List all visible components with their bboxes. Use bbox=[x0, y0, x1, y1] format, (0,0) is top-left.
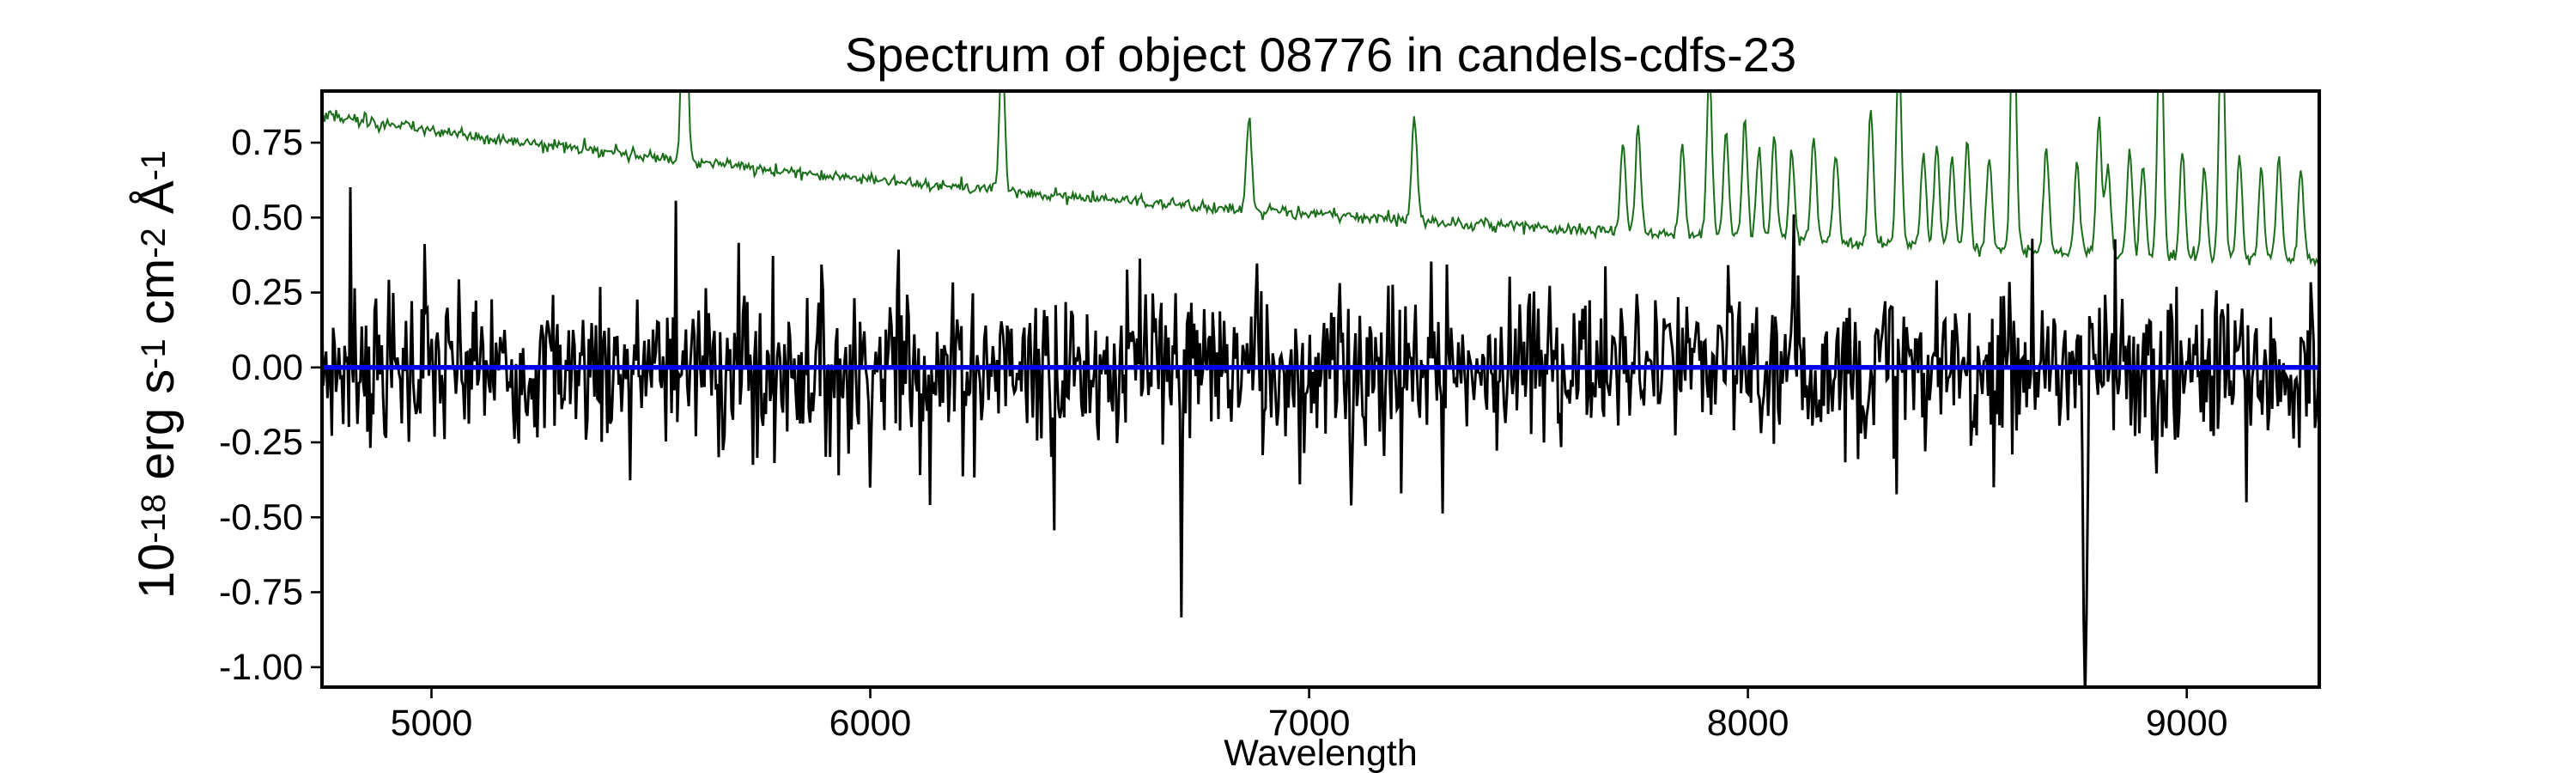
svg-text:Spectrum of object 08776 in ca: Spectrum of object 08776 in candels-cdfs… bbox=[845, 27, 1796, 82]
svg-text:0.00: 0.00 bbox=[231, 347, 303, 388]
svg-text:-0.25: -0.25 bbox=[219, 422, 303, 463]
svg-text:-0.50: -0.50 bbox=[219, 496, 303, 538]
svg-text:-1.00: -1.00 bbox=[219, 647, 303, 688]
svg-text:Wavelength: Wavelength bbox=[1224, 733, 1417, 773]
svg-text:9000: 9000 bbox=[2146, 703, 2228, 744]
svg-text:0.75: 0.75 bbox=[231, 122, 303, 163]
svg-text:0.50: 0.50 bbox=[231, 197, 303, 238]
svg-text:8000: 8000 bbox=[1707, 703, 1789, 744]
svg-text:6000: 6000 bbox=[829, 703, 912, 744]
svg-text:5000: 5000 bbox=[391, 703, 473, 744]
svg-text:-0.75: -0.75 bbox=[219, 572, 303, 613]
svg-text:0.25: 0.25 bbox=[231, 272, 303, 313]
